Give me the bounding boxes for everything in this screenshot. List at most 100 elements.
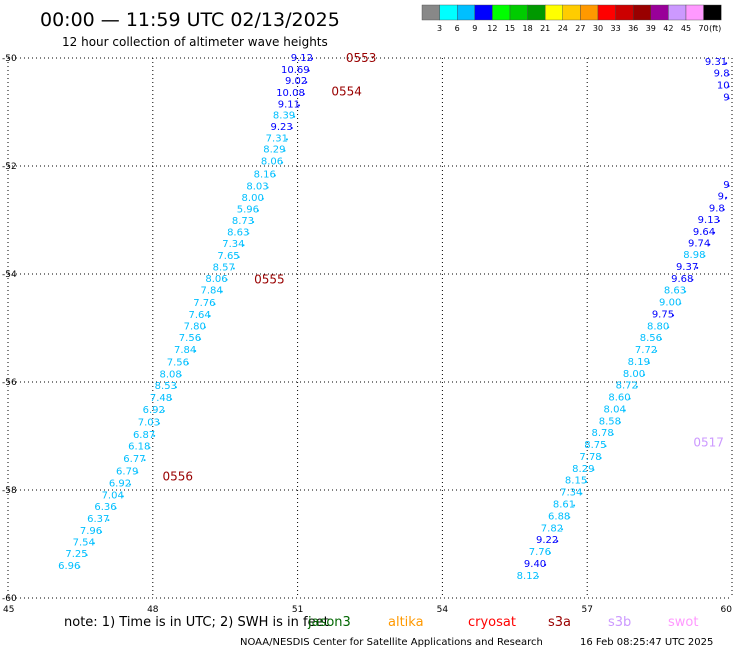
swh-label: 9.64 [693,227,715,238]
swh-label: 9.68 [671,274,693,285]
chart-title: 00:00 — 11:59 UTC 02/13/2025 [40,9,340,31]
data-point [628,397,631,400]
data-point [604,445,607,448]
swh-label: 6.92 [109,478,131,489]
colorbar-label: 18 [523,24,533,33]
swh-label: 6.18 [128,442,150,453]
data-point [194,350,197,353]
swh-label: 10.69 [281,65,310,76]
x-tick-label: 48 [147,605,159,615]
data-point [170,398,173,401]
swh-label: 7.34 [560,488,582,499]
swh-label: 7.84 [201,286,223,297]
colorbar-label: 39 [646,24,656,33]
data-point [187,362,189,365]
data-point [727,97,730,100]
swh-label: 8.12 [517,571,539,582]
data-point [549,552,551,555]
swh-label: 7.03 [138,417,160,428]
swh-label: 7.84 [174,345,196,356]
data-point [273,174,276,177]
data-point [213,303,216,306]
data-point [725,62,728,65]
swh-label: 7.72 [635,345,657,356]
data-point [592,468,595,471]
colorbar-label: 70 [699,24,709,33]
y-tick-label: -58 [2,486,17,496]
colorbar-swatch [492,4,511,21]
colorbar-label: 15 [505,24,515,33]
swh-label: 9. [718,192,728,203]
swh-label: 8.63 [664,286,686,297]
swh-label: 8.58 [599,416,621,427]
data-point [618,421,621,424]
swh-label: 9.13 [698,215,720,226]
x-tick-label: 45 [3,605,14,615]
data-point [208,314,211,317]
data-point [691,278,694,281]
colorbar-label: 33 [611,24,621,33]
data-point [92,542,95,545]
data-point [611,433,614,436]
colorbar-swatch [650,4,669,21]
colorbar-label: 12 [487,24,497,33]
satellite-legend-swot: swot [668,615,698,630]
colorbar-label: 9 [472,24,477,33]
swh-label: 8.00 [623,369,645,380]
y-tick-label: -52 [2,162,17,172]
swh-label: 7.96 [80,526,102,537]
satellite-legend: jason3 altika cryosat s3a s3b swot [307,615,698,630]
time-label: 0553 [346,51,377,65]
swh-label: 8.60 [608,393,630,404]
data-point [568,516,571,519]
colorbar-swatch [439,4,458,21]
swh-label: 6.87 [133,430,155,441]
data-point [672,314,675,317]
data-point [158,422,161,425]
plot-area: -50 -52 -54 -56 -58 -60 45 48 51 54 57 60 9.1210.6… [2,51,733,615]
colorbar-swatch [597,4,616,21]
colorbar-label: 21 [540,24,550,33]
swh-label: 7.78 [579,452,601,463]
data-point [232,267,235,270]
data-point [174,386,177,389]
data-point [199,338,202,341]
data-point [121,495,124,498]
colorbar-label: (ft) [709,24,721,33]
grid-lines [7,57,733,599]
swh-label: 10.08 [276,88,305,99]
data-point [290,127,293,130]
colorbar-swatch [703,4,722,21]
data-point [585,480,588,483]
swh-label: 8.72 [616,381,638,392]
data-point [247,232,250,235]
data-point [114,507,117,510]
time-label: 0555 [254,272,285,286]
colorbar-swatch [509,4,528,21]
data-point [237,256,240,259]
time-label: 0556 [162,469,193,483]
swh-label: 7.54 [73,537,95,548]
data-point [293,115,296,118]
swh-label: 6.88 [548,511,570,522]
data-point [305,81,308,84]
data-point [162,410,165,412]
swh-label: 8.19 [628,357,650,368]
data-point [252,221,255,223]
data-point [635,385,638,388]
swh-label: 8.57 [213,262,235,273]
data-point [708,243,711,246]
swh-label: 9.00 [659,298,681,309]
swh-label: 6.92 [143,405,165,416]
data-point [667,326,670,329]
colorbar-swatch [685,4,704,21]
data-point [266,186,269,189]
data-point [225,278,228,281]
swh-label: 5.96 [237,205,259,216]
data-point [727,73,730,76]
colorbar-label: 27 [575,24,585,33]
data-point [722,208,725,211]
swh-label: 7.34 [222,239,244,250]
data-points: 9.1210.699.0210.089.118.399.237.318.298.… [58,53,730,582]
satellite-legend-s3b: s3b [608,615,631,630]
